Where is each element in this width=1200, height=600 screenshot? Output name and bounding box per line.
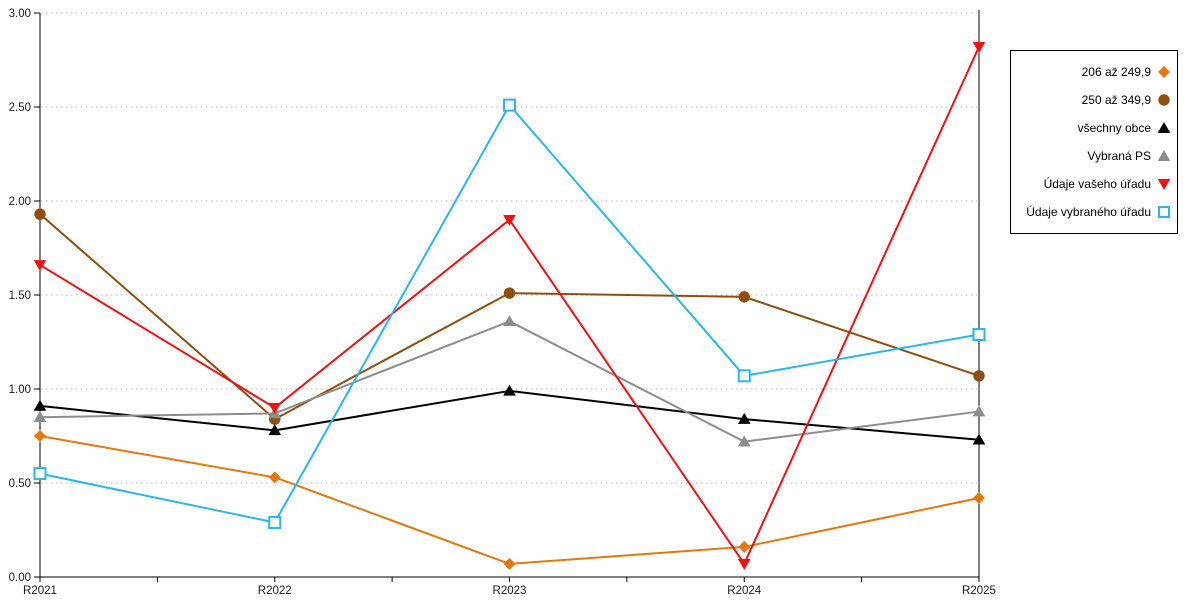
- legend-item: 250 až 349,9: [1015, 86, 1171, 114]
- y-tick-label: 3.00: [9, 8, 31, 20]
- triangle-down-marker: [503, 215, 516, 226]
- legend-item: Vybraná PS: [1015, 142, 1171, 170]
- circle-marker: [34, 208, 46, 220]
- triangle-down-icon: [1157, 179, 1171, 190]
- triangle-up-icon: [1157, 122, 1171, 133]
- triangle-up-marker: [972, 405, 986, 417]
- legend-item: všechny obce: [1015, 114, 1171, 142]
- triangle-up-marker: [737, 435, 751, 447]
- triangle-up-marker: [972, 433, 986, 445]
- triangle-down-marker: [33, 260, 47, 272]
- legend-item-label: Údaje vybraného úřadu: [1026, 205, 1151, 219]
- series-line-0: [39, 435, 980, 565]
- legend-item-label: Údaje vašeho úřadu: [1043, 177, 1151, 191]
- circle-marker: [738, 291, 750, 303]
- circle-marker: [503, 287, 516, 299]
- triangle-up-marker: [503, 384, 516, 396]
- y-tick-label: 1.00: [9, 384, 31, 396]
- legend-item-label: 206 až 249,9: [1081, 65, 1151, 79]
- y-tick-label: 2.00: [9, 196, 31, 208]
- square-open-marker: [737, 369, 751, 383]
- diamond-marker: [973, 492, 985, 505]
- triangle-up-marker: [737, 412, 751, 424]
- diamond-marker: [34, 430, 46, 442]
- square-open-icon: [1158, 206, 1170, 218]
- square-open-marker: [33, 467, 47, 481]
- circle-icon: [1158, 94, 1170, 106]
- series-line-3: [39, 320, 980, 443]
- legend-item-label: všechny obce: [1077, 121, 1151, 135]
- x-tick-label: R2025: [962, 585, 996, 597]
- series-line-4: [39, 46, 980, 565]
- legend-item-label: 250 až 349,9: [1081, 93, 1151, 107]
- y-tick-label: 2.50: [9, 102, 31, 114]
- square-open-marker: [503, 98, 516, 112]
- triangle-down-marker: [737, 559, 751, 571]
- circle-marker: [973, 370, 985, 382]
- triangle-up-icon: [1157, 150, 1171, 161]
- legend-item: Údaje vybraného úřadu: [1015, 198, 1171, 226]
- diamond-icon: [1158, 66, 1170, 78]
- square-open-marker: [972, 327, 986, 341]
- diamond-marker: [268, 471, 281, 484]
- y-tick-label: 0.00: [9, 572, 31, 584]
- triangle-up-marker: [503, 315, 516, 327]
- y-tick-label: 0.50: [9, 478, 31, 490]
- triangle-down-marker: [268, 403, 282, 414]
- diamond-marker: [738, 540, 751, 553]
- x-tick-label: R2022: [258, 585, 292, 597]
- legend: 206 až 249,9 250 až 349,9 všechny obce Vybr…: [1010, 50, 1178, 234]
- y-tick-label: 1.50: [9, 290, 31, 302]
- legend-item: Údaje vašeho úřadu: [1015, 170, 1171, 198]
- square-open-marker: [268, 515, 282, 529]
- legend-item-label: Vybraná PS: [1087, 149, 1151, 163]
- x-tick-label: R2021: [23, 585, 57, 597]
- x-tick-label: R2023: [493, 585, 527, 597]
- triangle-up-marker: [33, 399, 47, 411]
- x-tick-label: R2024: [727, 585, 761, 597]
- triangle-down-marker: [972, 42, 986, 54]
- triangle-up-marker: [268, 424, 282, 436]
- triangle-up-marker: [33, 411, 47, 422]
- diamond-marker: [503, 557, 516, 570]
- legend-item: 206 až 249,9: [1015, 58, 1171, 86]
